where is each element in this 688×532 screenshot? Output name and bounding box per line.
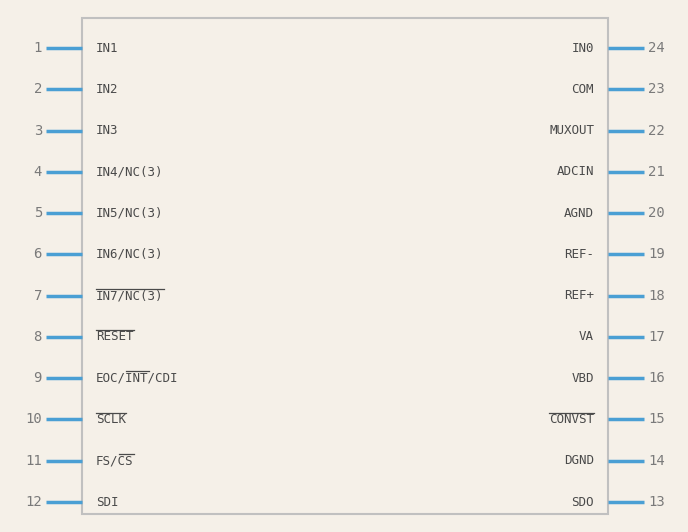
Text: IN2: IN2 (96, 83, 118, 96)
Text: 14: 14 (648, 454, 665, 468)
Text: IN7/NC(3): IN7/NC(3) (96, 289, 164, 302)
Text: 8: 8 (34, 330, 42, 344)
Text: 24: 24 (648, 41, 665, 55)
Text: MUXOUT: MUXOUT (549, 124, 594, 137)
Text: 4: 4 (34, 165, 42, 179)
Text: IN5/NC(3): IN5/NC(3) (96, 206, 164, 220)
Text: 6: 6 (34, 247, 42, 261)
Text: CONVST: CONVST (549, 413, 594, 426)
Text: 15: 15 (648, 412, 665, 427)
Text: ADCIN: ADCIN (557, 165, 594, 178)
Text: AGND: AGND (564, 206, 594, 220)
Text: 2: 2 (34, 82, 42, 96)
Text: 22: 22 (648, 123, 665, 138)
Text: VBD: VBD (572, 372, 594, 385)
Text: 13: 13 (648, 495, 665, 509)
Text: 11: 11 (25, 454, 42, 468)
Bar (82, 18, 608, 514)
Text: EOC/INT/CDI: EOC/INT/CDI (96, 372, 178, 385)
Text: 1: 1 (34, 41, 42, 55)
Text: 18: 18 (648, 289, 665, 303)
Text: IN3: IN3 (96, 124, 118, 137)
Text: 9: 9 (34, 371, 42, 385)
Text: 17: 17 (648, 330, 665, 344)
Text: IN1: IN1 (96, 41, 118, 54)
Text: REF-: REF- (564, 248, 594, 261)
Text: REF+: REF+ (564, 289, 594, 302)
Text: IN4/NC(3): IN4/NC(3) (96, 165, 164, 178)
Text: VA: VA (579, 330, 594, 344)
Text: 20: 20 (648, 206, 665, 220)
Text: FS/CS: FS/CS (96, 454, 133, 467)
Text: 12: 12 (25, 495, 42, 509)
Text: 16: 16 (648, 371, 665, 385)
Text: RESET: RESET (96, 330, 133, 344)
Text: 19: 19 (648, 247, 665, 261)
Text: DGND: DGND (564, 454, 594, 467)
Text: 10: 10 (25, 412, 42, 427)
Text: 3: 3 (34, 123, 42, 138)
Text: IN0: IN0 (572, 41, 594, 54)
Text: IN6/NC(3): IN6/NC(3) (96, 248, 164, 261)
Text: SDO: SDO (572, 495, 594, 509)
Text: 5: 5 (34, 206, 42, 220)
Text: COM: COM (572, 83, 594, 96)
Text: 21: 21 (648, 165, 665, 179)
Text: SDI: SDI (96, 495, 118, 509)
Text: 7: 7 (34, 289, 42, 303)
Text: SCLK: SCLK (96, 413, 126, 426)
Text: 23: 23 (648, 82, 665, 96)
